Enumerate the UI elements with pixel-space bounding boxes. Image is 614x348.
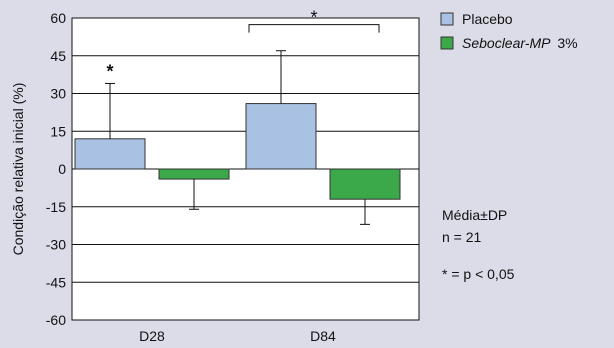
- bar-0-d28: [74, 138, 146, 170]
- y-tick-label-0: 0: [58, 161, 66, 177]
- significance-star-d84: *: [310, 8, 317, 28]
- bars: [74, 50, 401, 225]
- x-tick-label-d28: D28: [139, 328, 165, 344]
- gridlines: [72, 55, 419, 283]
- x-tick-labels: D28 D84: [139, 328, 336, 344]
- bar-0-d84: [245, 103, 317, 170]
- legend-label-seboclear-suffix: 3%: [557, 35, 577, 51]
- bar-1-d84: [329, 168, 401, 200]
- legend: Placebo Seboclear-MP 3%: [440, 11, 578, 51]
- y-tick-label-60: 60: [50, 10, 66, 26]
- y-tick-label--15: -15: [46, 199, 66, 215]
- y-tick-label--45: -45: [46, 274, 66, 290]
- y-tick-labels: 60 45 30 15 0 -15 -30 -45 -60: [46, 10, 66, 328]
- y-tick-label-15: 15: [50, 123, 66, 139]
- y-tick-label-45: 45: [50, 48, 66, 64]
- bar-1-d28: [158, 168, 230, 180]
- y-tick-label--30: -30: [46, 237, 66, 253]
- stats-mean-label: Média±DP: [442, 207, 507, 223]
- legend-label-seboclear-name: Seboclear-MP: [462, 35, 551, 51]
- legend-swatch-placebo: [440, 12, 454, 26]
- stats-n-label: n = 21: [442, 229, 482, 245]
- legend-swatch-seboclear: [440, 36, 454, 50]
- stats-p-label: * = p < 0,05: [442, 266, 515, 282]
- y-axis-label: Condição relativa inicial (%): [10, 83, 26, 256]
- legend-label-seboclear: Seboclear-MP 3%: [462, 35, 578, 51]
- y-tick-label--60: -60: [46, 312, 66, 328]
- x-tick-label-d84: D84: [310, 328, 336, 344]
- significance-star-d28: *: [106, 61, 113, 81]
- y-tick-label-30: 30: [50, 86, 66, 102]
- legend-label-placebo: Placebo: [462, 11, 513, 27]
- significance-bracket-d84: [248, 24, 380, 33]
